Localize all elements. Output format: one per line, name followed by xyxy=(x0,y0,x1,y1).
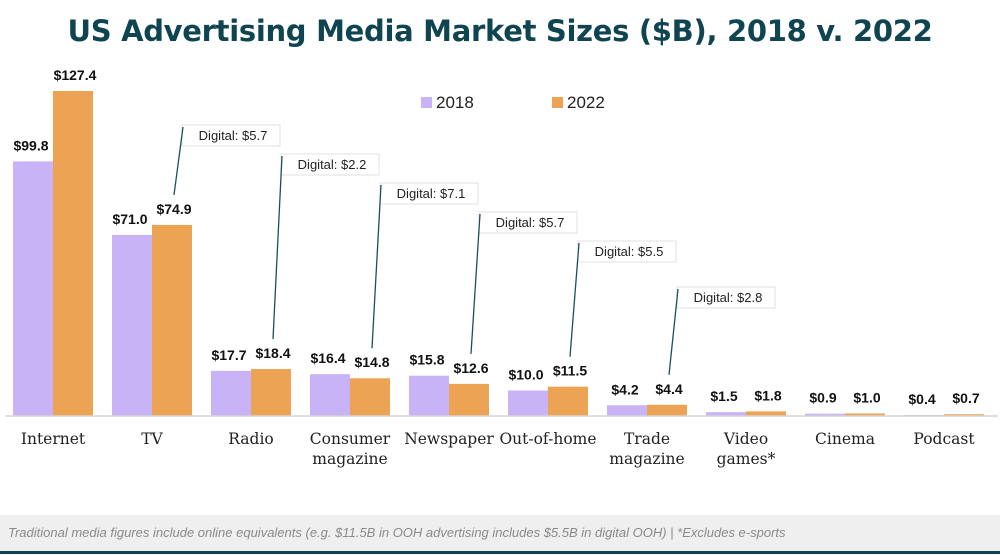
bar-video-games-2022 xyxy=(746,411,786,416)
footer-text: Traditional media figures include online… xyxy=(8,525,786,540)
callout-consumer-magazine-leader xyxy=(371,184,382,349)
callout-tv-text: Digital: $5.7 xyxy=(199,128,268,143)
callout-newspaper-text: Digital: $5.7 xyxy=(496,215,565,230)
data-label-internet-2022: $127.4 xyxy=(54,67,97,83)
bar-internet-2018 xyxy=(13,161,53,416)
bar-radio-2018 xyxy=(211,370,251,416)
data-label-internet-2018: $99.8 xyxy=(13,137,48,153)
callout-trade-magazine-leader xyxy=(668,288,679,375)
bar-cinema-2018 xyxy=(805,413,845,416)
callout-out-of-home-leader xyxy=(569,242,580,357)
callout-radio-leader xyxy=(272,155,283,340)
bar-tv-2018 xyxy=(112,234,152,416)
legend-label-2018: 2018 xyxy=(436,93,474,112)
data-label-video-games-2018: $1.5 xyxy=(710,388,737,404)
callout-trade-magazine-text: Digital: $2.8 xyxy=(694,290,763,305)
bar-tv-2022 xyxy=(152,224,192,416)
category-label-video-games: Video xyxy=(723,430,768,448)
data-label-tv-2022: $74.9 xyxy=(156,201,191,217)
bar-newspaper-2018 xyxy=(409,375,449,416)
category-label-trade-magazine: magazine xyxy=(609,450,684,468)
category-label-radio: Radio xyxy=(228,430,273,448)
data-label-podcast-2018: $0.4 xyxy=(908,391,935,407)
data-label-video-games-2022: $1.8 xyxy=(754,387,781,403)
bar-internet-2022 xyxy=(53,91,93,416)
legend-swatch-2022 xyxy=(552,97,563,108)
legend: 2018 2022 xyxy=(421,93,605,112)
footer-note: Traditional media figures include online… xyxy=(0,515,1000,554)
callout-consumer-magazine-text: Digital: $7.1 xyxy=(397,186,466,201)
bar-out-of-home-2018 xyxy=(508,390,548,416)
category-label-podcast: Podcast xyxy=(913,430,975,448)
data-label-radio-2018: $17.7 xyxy=(211,347,246,363)
bar-trade-magazine-2018 xyxy=(607,405,647,416)
data-label-podcast-2022: $0.7 xyxy=(952,390,979,406)
bar-trade-magazine-2022 xyxy=(647,404,687,416)
data-label-out-of-home-2022: $11.5 xyxy=(553,363,587,379)
data-label-newspaper-2022: $12.6 xyxy=(453,360,488,376)
bar-out-of-home-2022 xyxy=(548,386,588,416)
callout-radio-text: Digital: $2.2 xyxy=(298,157,367,172)
callout-newspaper-leader xyxy=(470,213,481,354)
data-label-cinema-2018: $0.9 xyxy=(809,390,836,406)
bar-podcast-2022 xyxy=(944,414,984,416)
bar-consumer-magazine-2022 xyxy=(350,378,390,416)
bar-chart: Digital: $5.7 Digital: $2.2 Digital: $7.1 D… xyxy=(5,67,998,468)
category-label-video-games: games* xyxy=(717,450,776,468)
category-label-consumer-magazine: Consumer xyxy=(310,430,391,448)
bar-newspaper-2022 xyxy=(449,383,489,416)
labels-layer: $99.8 $127.4 Internet $71.0 $74.9 TV $17.7 $18.… xyxy=(13,67,979,468)
category-label-newspaper: Newspaper xyxy=(404,430,494,448)
callout-out-of-home-text: Digital: $5.5 xyxy=(595,244,664,259)
data-label-trade-magazine-2018: $4.2 xyxy=(611,381,638,397)
data-label-newspaper-2018: $15.8 xyxy=(409,352,444,368)
bars-layer xyxy=(13,91,984,416)
callout-tv-leader xyxy=(173,126,184,196)
category-label-consumer-magazine: magazine xyxy=(312,450,387,468)
data-label-radio-2022: $18.4 xyxy=(255,345,290,361)
data-label-cinema-2022: $1.0 xyxy=(853,389,880,405)
category-label-cinema: Cinema xyxy=(815,430,875,448)
category-label-internet: Internet xyxy=(21,430,86,448)
data-label-out-of-home-2018: $10.0 xyxy=(508,366,543,382)
bar-consumer-magazine-2018 xyxy=(310,374,350,416)
legend-label-2022: 2022 xyxy=(567,93,605,112)
bar-radio-2022 xyxy=(251,369,291,416)
data-label-trade-magazine-2022: $4.4 xyxy=(655,381,682,397)
category-label-trade-magazine: Trade xyxy=(624,430,670,448)
legend-swatch-2018 xyxy=(421,97,432,108)
category-label-tv: TV xyxy=(141,430,163,448)
data-label-consumer-magazine-2018: $16.4 xyxy=(310,350,345,366)
data-label-consumer-magazine-2022: $14.8 xyxy=(354,354,389,370)
category-label-out-of-home: Out-of-home xyxy=(499,430,596,448)
callout-layer: Digital: $5.7 Digital: $2.2 Digital: $7.1 D… xyxy=(173,124,776,375)
bar-video-games-2018 xyxy=(706,412,746,416)
bar-cinema-2022 xyxy=(845,413,885,416)
data-label-tv-2018: $71.0 xyxy=(112,211,147,227)
chart-title: US Advertising Media Market Sizes ($B), … xyxy=(67,14,933,48)
